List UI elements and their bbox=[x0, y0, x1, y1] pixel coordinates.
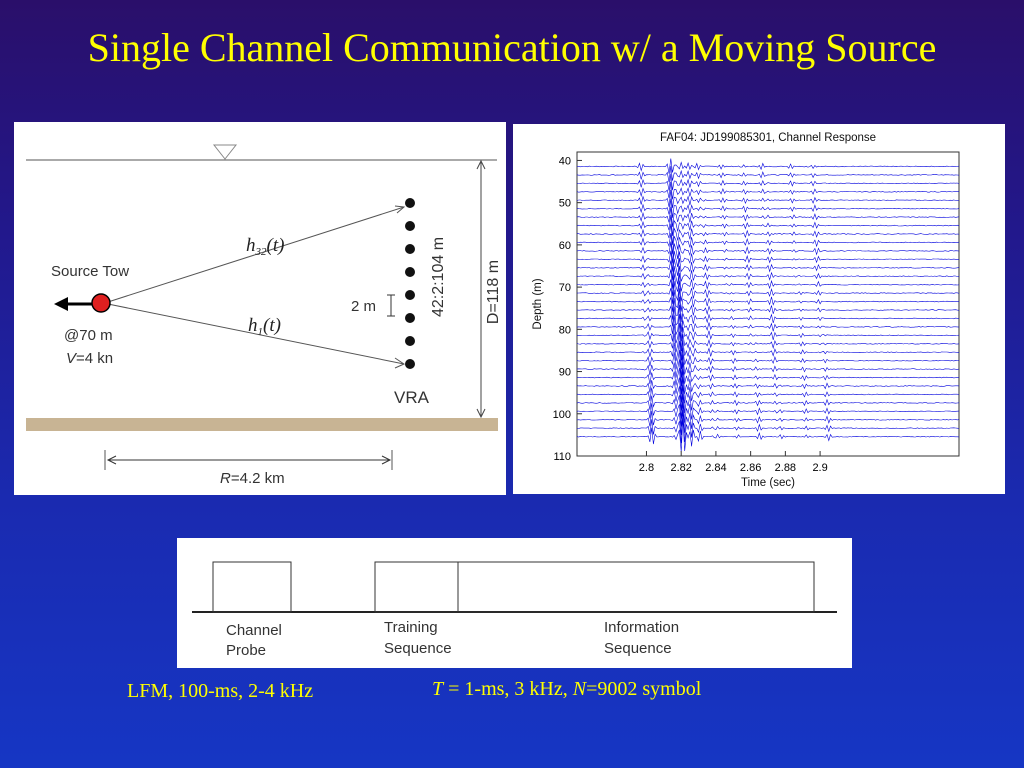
channel-response-chart: FAF04: JD199085301, Channel Response 40 5… bbox=[513, 124, 1005, 494]
source-depth-label: @70 m bbox=[64, 327, 113, 344]
y-tick-label: 40 bbox=[559, 155, 571, 167]
arrow-down-icon bbox=[476, 408, 486, 419]
slide-title: Single Channel Communication w/ a Moving… bbox=[87, 25, 937, 70]
information-label-2: Sequence bbox=[604, 640, 672, 657]
channel-probe-label: Channel bbox=[226, 622, 282, 639]
trace-line bbox=[576, 233, 960, 255]
trace-line bbox=[576, 331, 960, 361]
training-label-2: Sequence bbox=[384, 640, 452, 657]
information-label: Information bbox=[604, 619, 679, 636]
x-axis-label: Time (sec) bbox=[741, 477, 795, 489]
y-tick-label: 60 bbox=[559, 240, 571, 252]
sequence-caption: T = 1-ms, 3 kHz, N=9002 symbol bbox=[432, 678, 702, 700]
trace-line bbox=[576, 313, 960, 342]
trace-line bbox=[576, 296, 960, 322]
trace-line bbox=[576, 189, 960, 209]
y-tick-label: 50 bbox=[559, 198, 571, 210]
trace-line bbox=[576, 223, 960, 246]
trace-line bbox=[576, 241, 960, 264]
spacing-label: 2 m bbox=[351, 298, 376, 315]
probe-caption: LFM, 100-ms, 2-4 kHz bbox=[127, 680, 314, 702]
trace-line bbox=[576, 385, 960, 419]
y-tick-label: 80 bbox=[559, 324, 571, 336]
trace-line bbox=[576, 206, 960, 228]
trace-line bbox=[576, 369, 960, 403]
trace-line bbox=[576, 376, 960, 411]
trace-line bbox=[577, 323, 960, 352]
h1-label: h1(t) bbox=[248, 315, 281, 338]
ray-h1-arrow-icon bbox=[394, 357, 406, 369]
source-marker bbox=[91, 293, 111, 313]
trace-line bbox=[576, 288, 959, 312]
source-tow-label: Source Tow bbox=[51, 263, 129, 280]
seabed bbox=[26, 418, 498, 431]
vra-elements bbox=[405, 198, 415, 369]
trace-line bbox=[576, 304, 959, 332]
x-tick-label: 2.82 bbox=[670, 462, 691, 474]
y-tick-label: 100 bbox=[553, 409, 571, 421]
trace-line bbox=[576, 265, 960, 289]
x-tick-label: 2.9 bbox=[812, 462, 827, 474]
y-tick-label: 110 bbox=[553, 451, 571, 463]
trace-line bbox=[576, 340, 960, 369]
trace-line bbox=[576, 361, 959, 395]
geometry-diagram: D=118 m h32(t) h1(t) Source Tow @70 m V=… bbox=[14, 122, 506, 495]
ray-h32 bbox=[107, 206, 405, 303]
trace-line bbox=[576, 257, 960, 281]
channel-probe-block bbox=[212, 561, 292, 613]
surface-marker-icon bbox=[212, 144, 238, 160]
training-label: Training bbox=[384, 619, 438, 636]
trace-line bbox=[576, 280, 960, 304]
information-block bbox=[457, 561, 815, 613]
x-tick-label: 2.84 bbox=[705, 462, 726, 474]
trace-line bbox=[576, 393, 960, 427]
trace-line bbox=[576, 214, 960, 237]
chart-title: FAF04: JD199085301, Channel Response bbox=[660, 132, 876, 144]
trace-line bbox=[576, 347, 960, 378]
trace-line bbox=[576, 181, 959, 200]
y-tick-label: 90 bbox=[559, 367, 571, 379]
trace-line bbox=[576, 250, 960, 272]
trace-line bbox=[576, 174, 960, 191]
arrow-left-icon bbox=[54, 297, 68, 311]
source-speed-label: V=4 kn bbox=[66, 350, 113, 367]
arrow-up-icon bbox=[476, 159, 486, 170]
array-depth-label: 42:2:104 m bbox=[430, 237, 447, 317]
ray-h32-arrow-icon bbox=[394, 205, 406, 214]
plot-frame bbox=[576, 151, 960, 457]
h32-label: h32(t) bbox=[246, 235, 284, 258]
ray-h1 bbox=[107, 303, 405, 365]
water-depth-label: D=118 m bbox=[485, 260, 502, 324]
signal-sequence-diagram: Channel Probe Training Sequence Informat… bbox=[177, 538, 852, 668]
range-label: R=4.2 km bbox=[220, 470, 285, 487]
trace-line bbox=[577, 272, 960, 297]
trace-line bbox=[576, 401, 960, 436]
channel-probe-label-2: Probe bbox=[226, 642, 266, 659]
trace-line bbox=[576, 354, 960, 387]
x-tick-label: 2.8 bbox=[639, 462, 654, 474]
trace-group bbox=[576, 158, 960, 452]
x-tick-label: 2.88 bbox=[775, 462, 796, 474]
trace-line bbox=[576, 158, 960, 174]
trace-line bbox=[576, 409, 960, 444]
y-axis: 40 50 60 70 80 90 100 110 bbox=[553, 155, 582, 463]
trace-line bbox=[576, 418, 960, 452]
trace-line bbox=[576, 166, 960, 183]
x-tick-label: 2.86 bbox=[740, 462, 761, 474]
y-tick-label: 70 bbox=[559, 282, 571, 294]
y-axis-label: Depth (m) bbox=[532, 278, 544, 329]
trace-line bbox=[576, 198, 960, 218]
x-axis: 2.8 2.82 2.84 2.86 2.88 2.9 bbox=[639, 451, 828, 474]
training-block bbox=[374, 561, 459, 613]
vra-label: VRA bbox=[394, 388, 430, 407]
